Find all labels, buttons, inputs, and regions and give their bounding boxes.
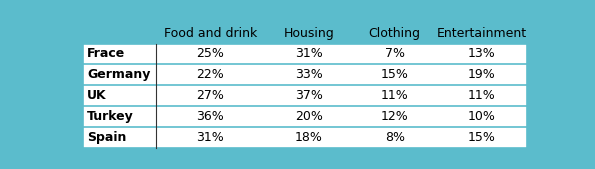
Text: 25%: 25% <box>196 47 224 61</box>
Text: UK: UK <box>87 89 107 102</box>
Bar <box>83 23 527 44</box>
Text: 37%: 37% <box>295 89 322 102</box>
Bar <box>83 44 527 148</box>
Text: Food and drink: Food and drink <box>164 27 257 40</box>
Text: 13%: 13% <box>468 47 496 61</box>
Text: 8%: 8% <box>384 131 405 144</box>
Text: Turkey: Turkey <box>87 110 134 123</box>
Text: 11%: 11% <box>468 89 496 102</box>
Text: Clothing: Clothing <box>369 27 421 40</box>
Text: 15%: 15% <box>381 68 409 81</box>
Text: 33%: 33% <box>295 68 322 81</box>
Text: Germany: Germany <box>87 68 151 81</box>
Text: 15%: 15% <box>468 131 496 144</box>
Text: Spain: Spain <box>87 131 127 144</box>
Text: 10%: 10% <box>468 110 496 123</box>
Text: 27%: 27% <box>196 89 224 102</box>
Text: 20%: 20% <box>295 110 322 123</box>
Text: 22%: 22% <box>196 68 224 81</box>
Text: Entertainment: Entertainment <box>437 27 527 40</box>
Text: 7%: 7% <box>384 47 405 61</box>
Text: 18%: 18% <box>295 131 322 144</box>
Text: 31%: 31% <box>196 131 224 144</box>
Text: Frace: Frace <box>87 47 126 61</box>
Text: 12%: 12% <box>381 110 409 123</box>
Text: 36%: 36% <box>196 110 224 123</box>
Text: 31%: 31% <box>295 47 322 61</box>
Text: 19%: 19% <box>468 68 496 81</box>
Text: 11%: 11% <box>381 89 409 102</box>
Text: Housing: Housing <box>283 27 334 40</box>
